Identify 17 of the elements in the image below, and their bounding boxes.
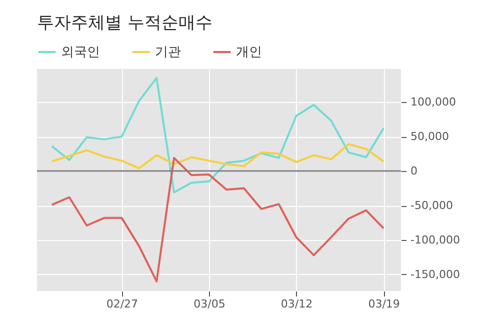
- y-tick-label: 100,000: [410, 96, 456, 109]
- y-tick-label: -150,000: [410, 268, 460, 281]
- y-tick-label: 50,000: [410, 130, 449, 144]
- legend-label: 외국인: [61, 45, 100, 60]
- x-tick-label: 03/12: [280, 298, 313, 310]
- chart-title: 투자주체별 누적순매수: [37, 13, 212, 33]
- line-series: [50, 143, 385, 170]
- x-tick-label: 02/27: [106, 298, 138, 310]
- legend-label: 개인: [236, 45, 262, 60]
- y-tick-label: 0: [410, 164, 418, 178]
- x-tick-label: 03/05: [194, 298, 226, 310]
- y-tick-label: -50,000: [410, 199, 453, 212]
- line-series: [50, 76, 385, 194]
- line-series: [50, 156, 385, 282]
- y-tick-label: -100,000: [410, 233, 460, 246]
- legend-label: 기관: [155, 45, 181, 60]
- x-tick-label: 03/19: [368, 298, 400, 310]
